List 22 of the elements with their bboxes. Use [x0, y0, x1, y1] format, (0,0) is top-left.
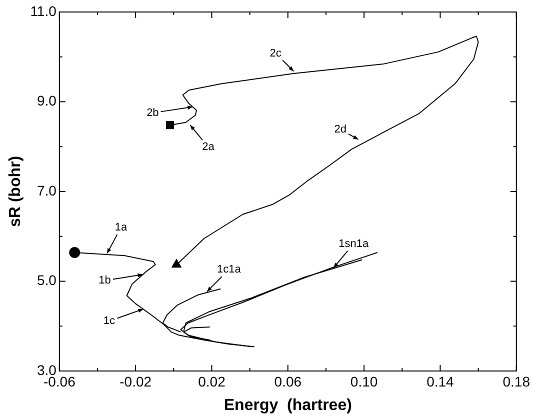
x-axis-title: Energy (hartree) [224, 396, 352, 414]
y-axis-title: sR (bohr) [7, 156, 24, 228]
x-tick-label: 0.06 [274, 373, 302, 390]
x-tick-label: 0.14 [426, 373, 454, 390]
annotation: 1c [103, 315, 116, 328]
y-tick-label: 7.0 [36, 182, 57, 198]
annotation: 2d [334, 123, 346, 136]
annotation: 1sn1a [338, 238, 370, 250]
annotation: 2c [270, 47, 282, 60]
y-tick-label: 9.0 [36, 92, 57, 109]
y-tick-label: 11.0 [30, 2, 57, 19]
annotation: 1b [98, 274, 111, 287]
annotation: 1a [114, 221, 128, 234]
annotation: 1c1a [217, 264, 242, 276]
y-tick-label: 5.0 [36, 272, 57, 288]
annotation: 2a [202, 141, 216, 154]
x-tick-label: -0.02 [120, 373, 152, 390]
x-tick-label: 0.18 [502, 373, 530, 390]
y-tick-label: 3.0 [36, 362, 57, 378]
x-tick-label: 0.10 [350, 373, 378, 390]
x-tick-label: 0.02 [198, 373, 226, 390]
annotation: 2b [146, 106, 159, 119]
